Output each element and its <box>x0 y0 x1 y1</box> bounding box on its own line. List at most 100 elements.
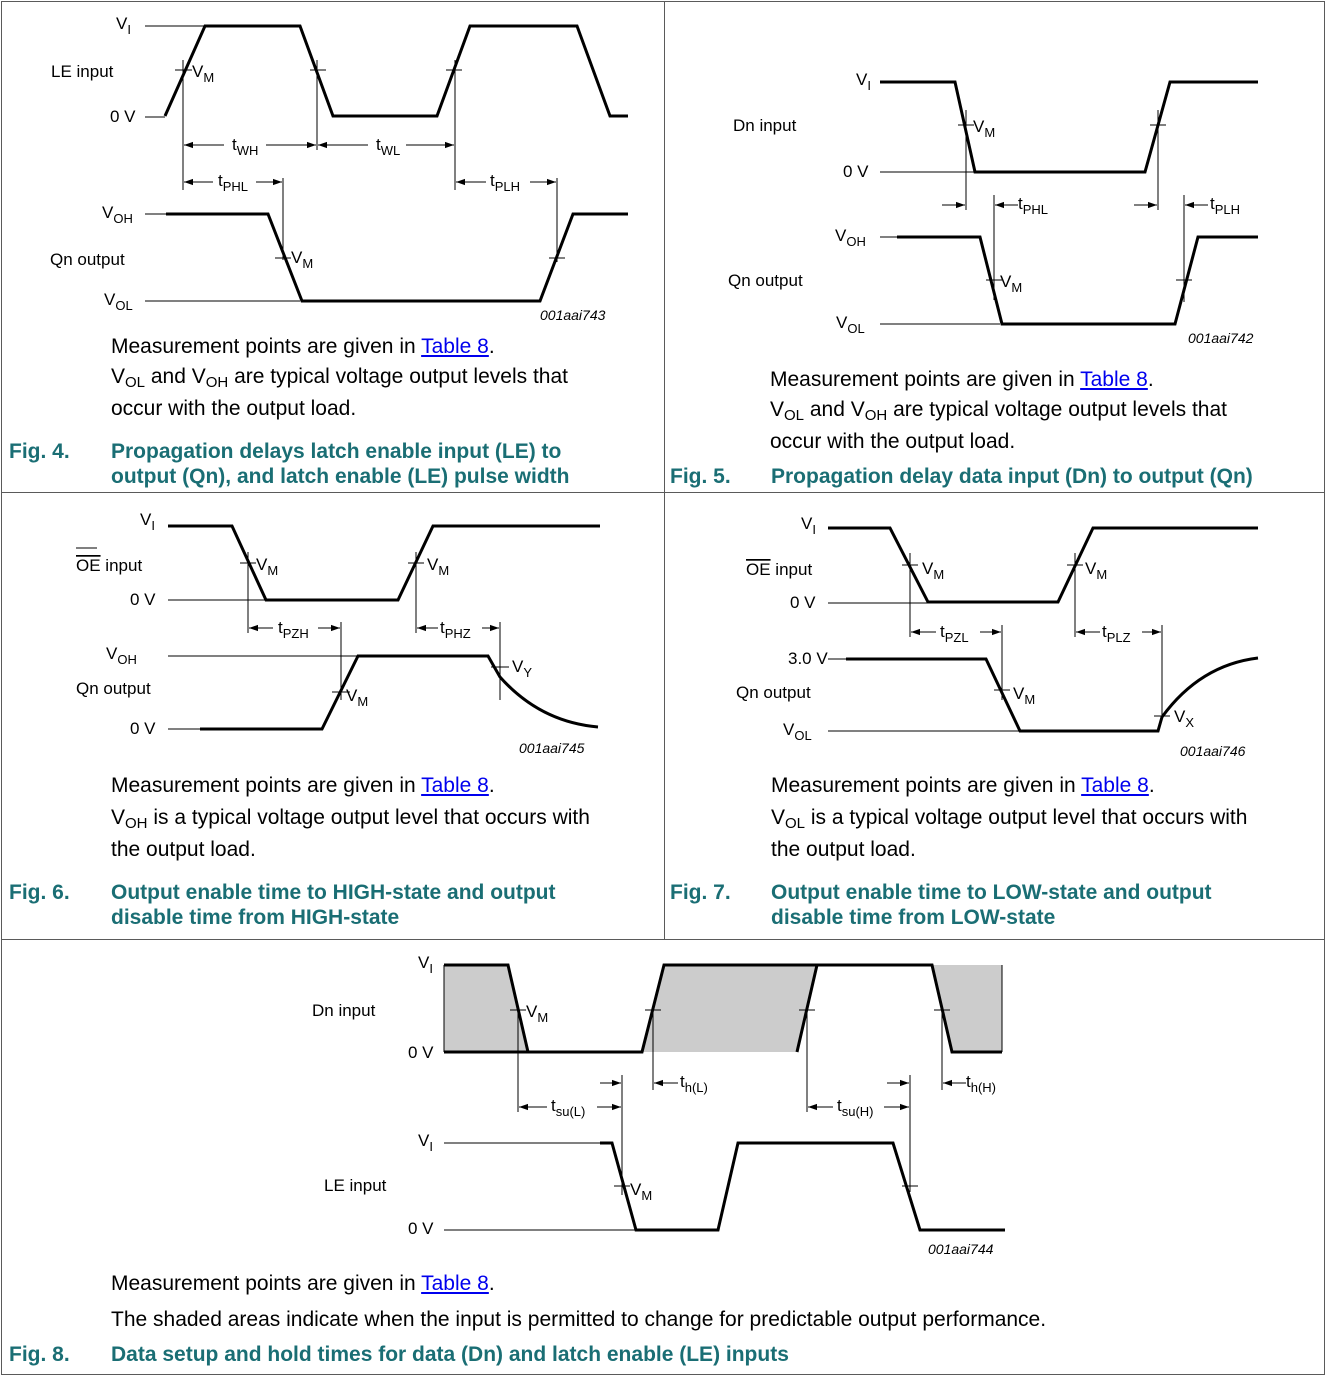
fig6-tphz-label: tPHZ <box>440 618 471 641</box>
fig4-vo-note: VOL and VOH are typical voltage output l… <box>111 365 568 420</box>
fig8-zero-label: 0 V <box>408 1043 434 1062</box>
fig7-vol-note: VOL is a typical voltage output level th… <box>771 806 1248 861</box>
fig6-caption: Fig. 6. Output enable time to HIGH-state… <box>9 881 556 929</box>
fig6-meas-note: Measurement points are given in Table 8. <box>111 774 495 797</box>
fig7-tplz-label: tPLZ <box>1102 622 1131 645</box>
fig6-vm2-label: VM <box>346 686 368 709</box>
fig7-input-label: OE input <box>746 560 812 579</box>
fig7-caption: Fig. 7. Output enable time to LOW-state … <box>670 881 1212 929</box>
fig8-le-waveform <box>600 1141 1005 1232</box>
fig4-voh-label: VOH <box>102 203 133 226</box>
fig7-vm1-label: VM <box>1085 559 1107 582</box>
fig8-dn-label: Dn input <box>312 1001 376 1020</box>
fig8-meas-note: Measurement points are given in Table 8. <box>111 1272 495 1295</box>
fig8-shaded-area-2 <box>642 965 817 1052</box>
fig5-vol-label: VOL <box>836 313 865 336</box>
fig4-table-link[interactable]: Table 8 <box>421 335 489 358</box>
fig8-table-link[interactable]: Table 8 <box>421 1272 489 1295</box>
fig6-output-label: Qn output <box>76 679 151 698</box>
fig6-vm-label: VM <box>256 555 278 578</box>
fig4-caption: Fig. 4. Propagation delays latch enable … <box>9 440 570 488</box>
fig5-qn-waveform <box>897 235 1258 326</box>
fig6-table-link[interactable]: Table 8 <box>421 774 489 797</box>
fig5-vm-label: VM <box>973 117 995 140</box>
fig7-oe-label: OE <box>746 560 771 579</box>
fig4-vm-label: VM <box>192 62 214 85</box>
fig6-tpzh-label: tPZH <box>278 618 309 641</box>
fig5-code: 001aai742 <box>1188 330 1254 346</box>
fig8-vm-label: VM <box>526 1002 548 1025</box>
fig4-le-waveform <box>163 24 628 118</box>
fig7-qn-waveform <box>846 656 1259 733</box>
fig4-zero-label: 0 V <box>110 107 136 126</box>
fig8-thl-label: th(L) <box>680 1072 708 1095</box>
fig6-oe-waveform <box>168 524 600 602</box>
fig5-caption: Fig. 5. Propagation delay data input (Dn… <box>670 465 1253 488</box>
fig4-meas-note: Measurement points are given in Table 8. <box>111 335 495 358</box>
fig8-caption: Fig. 8. Data setup and hold times for da… <box>9 1343 789 1366</box>
fig7-code: 001aai746 <box>1180 743 1246 759</box>
fig5-vo-note: VOL and VOH are typical voltage output l… <box>770 398 1227 453</box>
fig8-vi-label: VI <box>418 953 433 976</box>
fig5-vi-label: VI <box>856 70 871 93</box>
fig4-vm2-label: VM <box>291 248 313 271</box>
fig7-oe-waveform <box>828 526 1258 604</box>
fig5-vm2-label: VM <box>1000 272 1022 295</box>
fig8-diagram: VI Dn input 0 V VM th(L) th(H) tsu(L) ts… <box>312 953 1005 1257</box>
fig6-oe-label: OE <box>76 556 101 575</box>
fig8-tsul-label: tsu(L) <box>551 1096 585 1119</box>
fig8-shaded-area-1 <box>444 965 528 1052</box>
fig7-vol-label: VOL <box>783 720 812 743</box>
fig5-zero-label: 0 V <box>843 162 869 181</box>
fig4-diagram: VI LE input 0 V VM tWH tWL tPHL tPLH VOH… <box>50 14 628 323</box>
fig7-table-link[interactable]: Table 8 <box>1081 774 1149 797</box>
fig4-qn-waveform <box>166 212 628 303</box>
fig5-tphl-label: tPHL <box>1018 194 1048 217</box>
fig4-twl-label: tWL <box>376 135 400 158</box>
fig8-tsuh-label: tsu(H) <box>837 1096 874 1119</box>
fig8-thh-label: th(H) <box>966 1072 996 1095</box>
fig5-diagram: VI Dn input 0 V VM tPHL tPLH VOH Qn outp… <box>728 70 1258 346</box>
fig6-qn-waveform <box>200 654 599 731</box>
fig7-tpzl-label: tPZL <box>940 622 969 645</box>
fig8-zero2-label: 0 V <box>408 1219 434 1238</box>
fig4-vi-label: VI <box>116 14 131 37</box>
fig8-vi2-label: VI <box>418 1131 433 1154</box>
fig6-vi-label: VI <box>140 510 155 533</box>
fig5-voh-label: VOH <box>835 226 866 249</box>
fig8-code: 001aai744 <box>928 1241 994 1257</box>
fig8-cell <box>1 939 1325 1375</box>
fig7-vx-label: VX <box>1174 707 1194 730</box>
fig7-diagram: VI OE input 0 V VM VM tPZL tPLZ 3.0 V Qn… <box>736 514 1259 759</box>
fig6-diagram: VI OE input 0 V VM VM tPZH tPHZ VOH Qn o… <box>76 510 600 756</box>
fig8-shade-note: The shaded areas indicate when the input… <box>111 1308 1047 1331</box>
fig5-dn-waveform <box>880 80 1258 174</box>
fig4-twh-label: tWH <box>232 135 258 158</box>
fig5-input-label: Dn input <box>733 116 797 135</box>
fig8-shaded-area-3 <box>932 965 1002 1052</box>
fig4-input-label: LE input <box>51 62 114 81</box>
fig5-table-link[interactable]: Table 8 <box>1080 368 1148 391</box>
fig7-output-label: Qn output <box>736 683 811 702</box>
fig8-le-label: LE input <box>324 1176 387 1195</box>
fig7-vi-label: VI <box>801 514 816 537</box>
fig6-voh-label: VOH <box>106 644 137 667</box>
fig7-zero-label: 0 V <box>790 593 816 612</box>
fig4-output-label: Qn output <box>50 250 125 269</box>
fig8-vm2-label: VM <box>630 1180 652 1203</box>
fig7-meas-note: Measurement points are given in Table 8. <box>771 774 1155 797</box>
fig7-v30-label: 3.0 V <box>788 649 828 668</box>
fig6-vm1-label: VM <box>427 555 449 578</box>
fig6-code: 001aai745 <box>519 740 585 756</box>
fig7-vm2-label: VM <box>1013 684 1035 707</box>
fig4-vol-label: VOL <box>104 290 133 313</box>
fig6-vy-label: VY <box>512 657 532 680</box>
fig6-voh-note: VOH is a typical voltage output level th… <box>111 806 590 861</box>
fig5-output-label: Qn output <box>728 271 803 290</box>
fig5-meas-note: Measurement points are given in Table 8. <box>770 368 1154 391</box>
fig5-tplh-label: tPLH <box>1210 194 1240 217</box>
fig6-zero-label: 0 V <box>130 590 156 609</box>
fig4-tplh-label: tPLH <box>490 171 520 194</box>
fig4-tphl-label: tPHL <box>218 171 248 194</box>
